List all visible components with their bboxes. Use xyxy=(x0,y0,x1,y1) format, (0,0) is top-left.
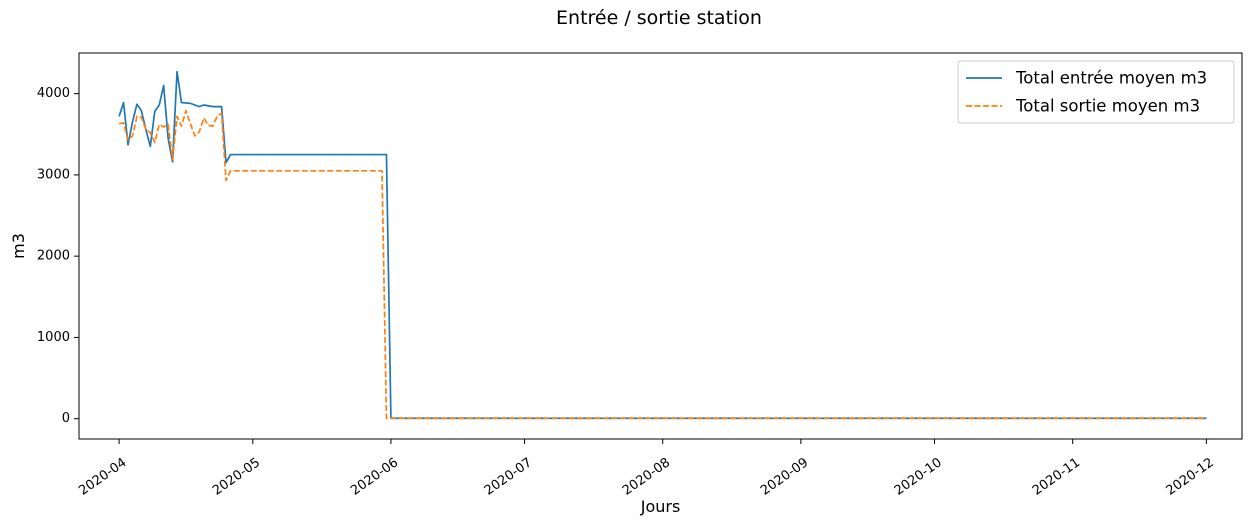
x-tick-label: 2020-12 xyxy=(1164,455,1217,498)
series-line-total-entree xyxy=(118,70,1207,420)
x-tick-label: 2020-10 xyxy=(892,455,945,498)
x-tick-label: 2020-06 xyxy=(348,455,401,498)
y-axis-label: m3 xyxy=(9,233,28,259)
y-tick-label: 0 xyxy=(62,411,70,426)
y-axis-ticks: 0 1000 2000 3000 4000 xyxy=(37,86,79,426)
chart-title: Entrée / sortie station xyxy=(556,7,762,29)
x-axis-ticks: 2020-04 2020-05 2020-06 2020-07 2020-08 2020-… xyxy=(76,439,1217,499)
legend: Total entrée moyen m3 Total sortie moyen … xyxy=(957,60,1235,124)
x-tick-label: 2020-11 xyxy=(1030,455,1083,498)
y-tick-label: 1000 xyxy=(37,330,70,345)
x-tick-label: 2020-05 xyxy=(210,455,263,498)
x-axis-label: Jours xyxy=(640,497,681,516)
legend-box xyxy=(957,60,1235,124)
x-tick-label: 2020-04 xyxy=(76,455,129,498)
x-tick-label: 2020-09 xyxy=(758,455,811,498)
x-tick-label: 2020-07 xyxy=(482,455,535,498)
y-tick-label: 3000 xyxy=(37,167,70,182)
series-layer xyxy=(118,70,1207,420)
legend-label: Total sortie moyen m3 xyxy=(1015,97,1200,116)
legend-label: Total entrée moyen m3 xyxy=(1015,69,1207,88)
series-line-total-sortie xyxy=(118,109,1207,420)
y-tick-label: 2000 xyxy=(37,249,70,264)
legend-items: Total entrée moyen m3 Total sortie moyen … xyxy=(966,69,1207,116)
x-tick-label: 2020-08 xyxy=(620,455,673,498)
plot-area-frame xyxy=(78,52,1243,440)
y-tick-label: 4000 xyxy=(37,86,70,101)
